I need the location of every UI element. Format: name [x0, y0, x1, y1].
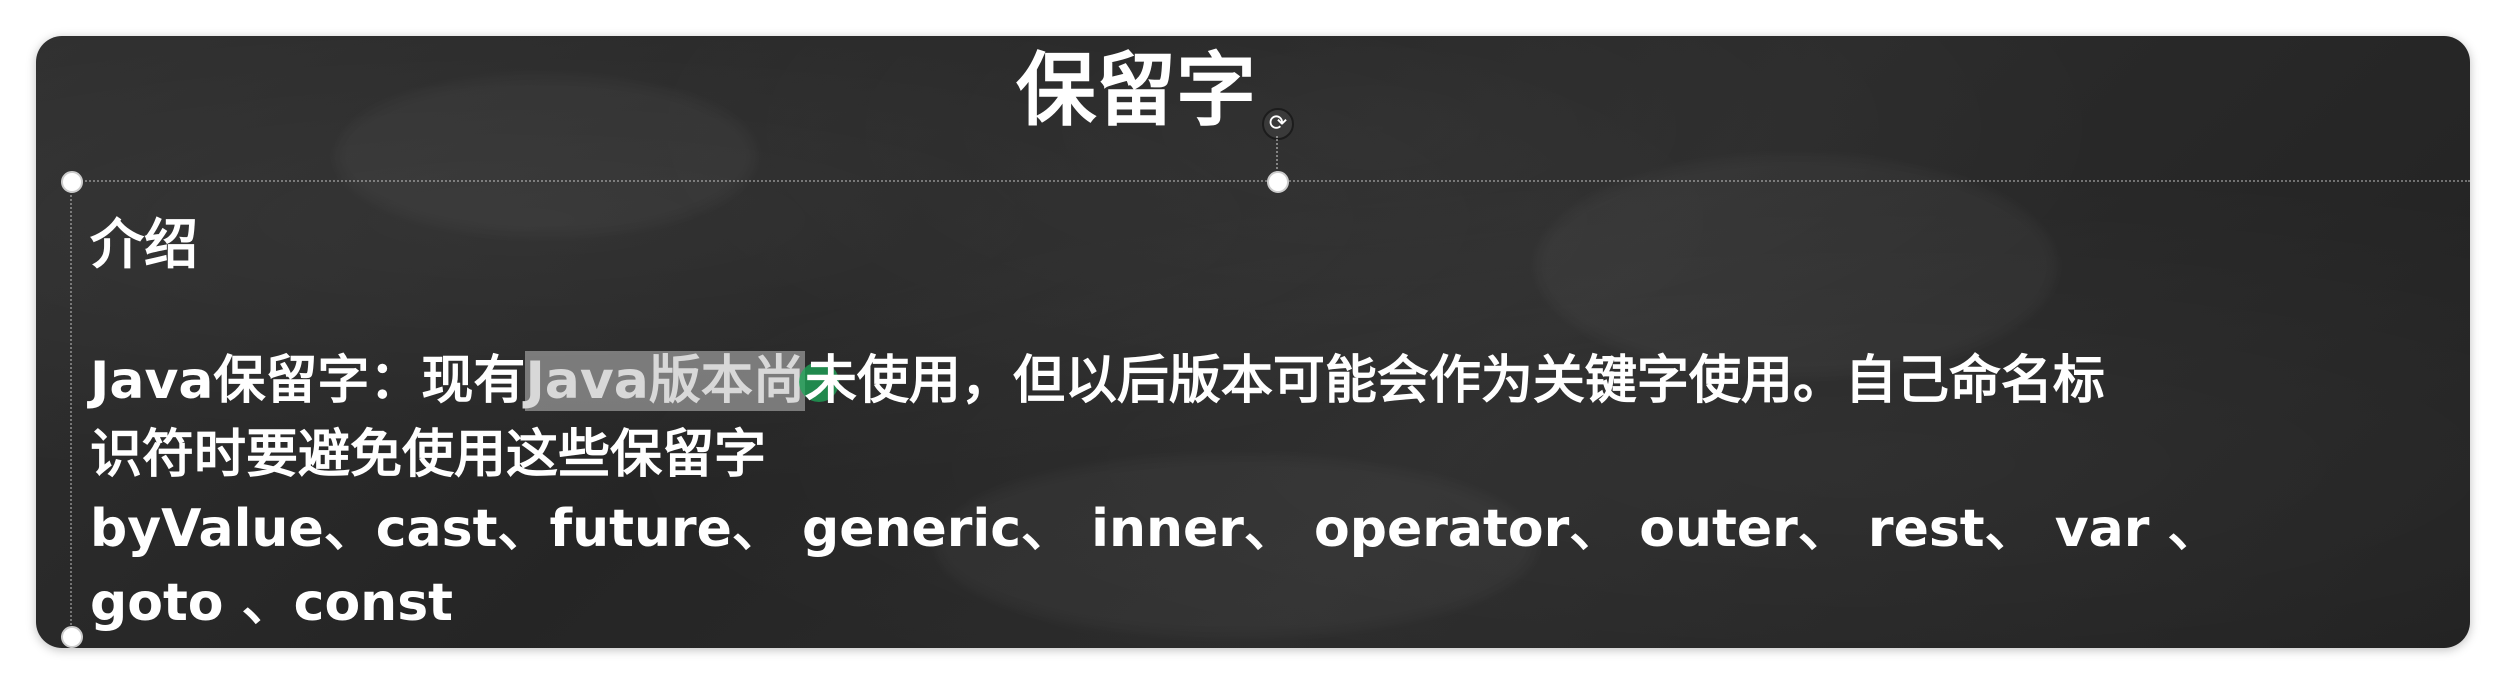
- resize-handle-top-left[interactable]: [61, 171, 83, 193]
- selected-text[interactable]: Java版本尚: [525, 351, 805, 411]
- text-cursor: 未: [798, 344, 857, 418]
- cursor-char: 未: [804, 351, 857, 411]
- body-line-1: Java保留字：现有Java版本尚 未使用，但以后版本可能会作为关键字使用。自己命…: [90, 344, 2460, 418]
- line1-before: Java保留字：现有: [90, 351, 526, 411]
- section-heading[interactable]: 介绍: [90, 213, 198, 276]
- cursor-indicator-icon: [798, 362, 839, 402]
- slide-title[interactable]: 保留字: [1016, 44, 1256, 137]
- selection-border-left: [70, 180, 72, 648]
- body-line-2: 识符时要避免使用这些保留字: [90, 425, 767, 485]
- body-line-3: byValue、cast、future、 generic、 inner、 ope…: [90, 499, 2220, 559]
- resize-handle-bottom-left[interactable]: [61, 626, 83, 648]
- rotate-icon[interactable]: ⟳: [1262, 108, 1294, 140]
- line1-after: 使用，但以后版本可能会作为关键字使用。自己命名标: [856, 351, 2105, 411]
- resize-handle-top-center[interactable]: [1267, 171, 1289, 193]
- body-line-4: goto 、const: [90, 573, 454, 633]
- selection-connector: [1276, 136, 1278, 180]
- chalkboard-slide: 保留字 ⟳ 介绍 Java保留字：现有Java版本尚 未使用，但以后版本可能会作为…: [36, 36, 2470, 648]
- body-text[interactable]: Java保留字：现有Java版本尚 未使用，但以后版本可能会作为关键字使用。自己命…: [90, 344, 2460, 640]
